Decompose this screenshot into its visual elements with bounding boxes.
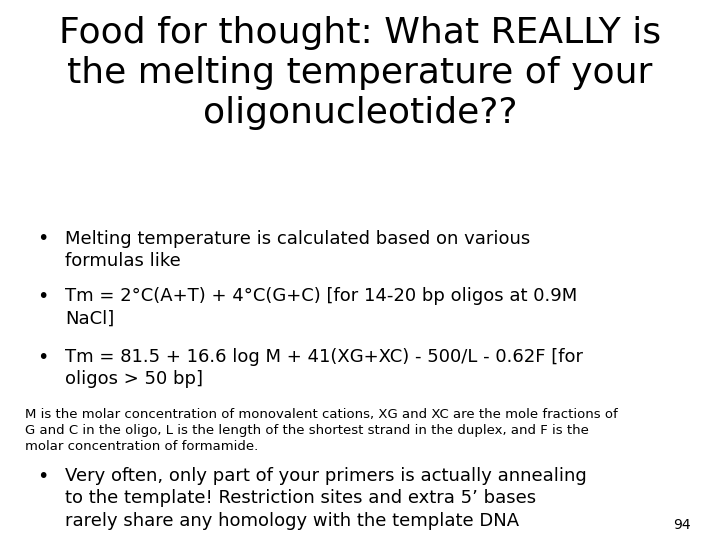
Text: Tm = 2°C(A+T) + 4°C(G+C) [for 14-20 bp oligos at 0.9M
NaCl]: Tm = 2°C(A+T) + 4°C(G+C) [for 14-20 bp o… xyxy=(65,287,577,327)
Text: Tm = 81.5 + 16.6 log M + 41(XG+XC) - 500/L - 0.62F [for
oligos > 50 bp]: Tm = 81.5 + 16.6 log M + 41(XG+XC) - 500… xyxy=(65,348,582,388)
Text: •: • xyxy=(37,230,49,248)
Text: Very often, only part of your primers is actually annealing
to the template! Res: Very often, only part of your primers is… xyxy=(65,467,587,530)
Text: Melting temperature is calculated based on various
formulas like: Melting temperature is calculated based … xyxy=(65,230,530,269)
Text: M is the molar concentration of monovalent cations, XG and XC are the mole fract: M is the molar concentration of monovale… xyxy=(25,408,618,453)
Text: 94: 94 xyxy=(674,518,691,532)
Text: •: • xyxy=(37,467,49,486)
Text: •: • xyxy=(37,348,49,367)
Text: •: • xyxy=(37,287,49,306)
Text: Food for thought: What REALLY is
the melting temperature of your
oligonucleotide: Food for thought: What REALLY is the mel… xyxy=(59,16,661,130)
